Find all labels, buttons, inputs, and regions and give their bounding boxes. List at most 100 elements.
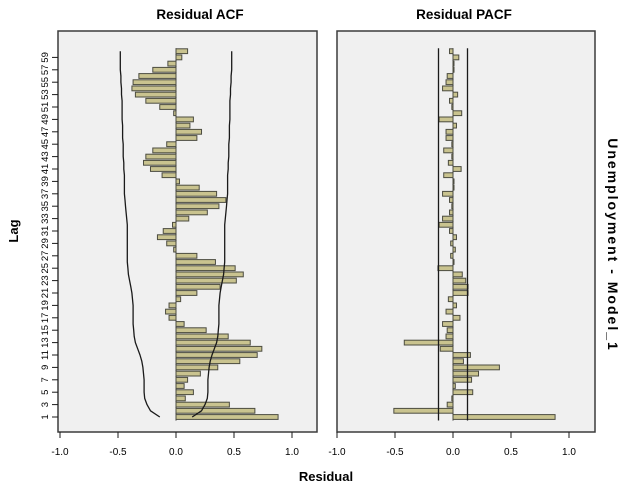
lag-tick-label: 31 (40, 226, 51, 237)
pacf-bar (445, 333, 454, 340)
pacf-bar (451, 153, 454, 160)
lag-tick-label: 55 (40, 77, 51, 88)
acf-bar (175, 333, 229, 340)
lag-tick-label: 37 (40, 189, 51, 200)
pacf-bar (449, 97, 454, 104)
x-tick-label: 1.0 (285, 447, 299, 458)
acf-bar (132, 79, 177, 86)
acf-bar (175, 178, 180, 185)
lag-tick-label: 41 (40, 164, 51, 175)
pacf-bar (439, 345, 454, 352)
lag-tick-label: 27 (40, 251, 51, 262)
lag-tick-label: 7 (40, 377, 51, 382)
lag-tick-label: 29 (40, 238, 51, 249)
pacf-bar (452, 376, 473, 383)
lag-tick-label: 1 (40, 414, 51, 419)
pacf-bar (445, 308, 454, 315)
acf-bar (175, 321, 185, 327)
pacf-bar (452, 370, 480, 377)
acf-bar (152, 147, 177, 154)
lag-tick-label: 17 (40, 313, 51, 324)
acf-bar (138, 73, 177, 79)
acf-bar (168, 302, 177, 309)
y-axis-label: Lag (6, 219, 21, 242)
pacf-bar (403, 339, 454, 346)
pacf-bar (452, 54, 460, 61)
pacf-bar (452, 259, 455, 265)
lag-tick-label: 23 (40, 275, 51, 286)
acf-bar (175, 122, 191, 129)
lag-tick-label: 25 (40, 263, 51, 274)
pacf-bar (452, 166, 462, 172)
acf-bar (175, 389, 194, 396)
pacf-bar (452, 271, 463, 278)
lag-tick-label: 3 (40, 402, 51, 407)
x-tick-label: 0.5 (504, 447, 518, 458)
acf-bar (175, 197, 227, 203)
pacf-bar (446, 327, 454, 334)
pacf-bar (447, 296, 454, 303)
acf-bar (175, 290, 198, 296)
pacf-bar (447, 159, 454, 166)
lag-tick-label: 59 (40, 52, 51, 63)
lag-tick-label: 33 (40, 213, 51, 224)
acf-bar (175, 370, 201, 377)
x-tick-label: 0.5 (227, 447, 241, 458)
acf-bar (162, 228, 177, 234)
acf-bar (175, 364, 219, 371)
pacf-bar (443, 147, 454, 154)
pacf-bar (452, 383, 456, 389)
lag-tick-label: 19 (40, 300, 51, 311)
acf-bar (175, 48, 189, 55)
acf-bar (175, 209, 208, 216)
acf-bar (175, 383, 185, 389)
acf-bar (175, 128, 203, 135)
x-tick-label: 0.0 (446, 447, 460, 458)
pacf-bar (449, 209, 454, 216)
x-tick-label: -0.5 (386, 447, 404, 458)
acf-bar (175, 252, 198, 259)
acf-bar (166, 141, 177, 148)
pacf-bar (449, 48, 454, 55)
pacf-bar (452, 290, 469, 296)
x-axis-label: Residual (299, 469, 353, 484)
acf-bar (172, 221, 177, 228)
pacf-bar (445, 135, 454, 141)
pacf-bar (442, 85, 454, 92)
pacf-panel: -1.0 -0.5 0.0 0.5 1.0 (328, 48, 576, 458)
pacf-bar (438, 221, 454, 228)
lag-tick-label: 15 (40, 325, 51, 336)
pacf-bar (451, 395, 454, 402)
acf-bar (152, 66, 177, 73)
acf-bar (173, 110, 177, 117)
pacf-bar (446, 73, 454, 79)
lag-tick-label: 47 (40, 127, 51, 138)
pacf-bar (452, 352, 471, 358)
pacf-bar (452, 246, 456, 253)
acf-bar (175, 407, 256, 414)
acf-bar (175, 271, 244, 278)
acf-bar (175, 215, 190, 222)
pacf-bar (449, 228, 454, 234)
pacf-bar (450, 240, 454, 247)
pacf-bar (452, 234, 457, 241)
lag-tick-label: 51 (40, 102, 51, 113)
lag-tick-label: 35 (40, 201, 51, 212)
x-tick-label: -1.0 (328, 447, 346, 458)
pacf-bar (452, 283, 469, 290)
pacf-bar (452, 178, 455, 185)
pacf-bar (445, 79, 454, 86)
lag-tick-label: 13 (40, 337, 51, 348)
acf-bar (175, 190, 218, 197)
pacf-bar (451, 203, 454, 210)
acf-bar (175, 135, 198, 141)
lag-tick-label: 21 (40, 288, 51, 299)
acf-bar (131, 85, 177, 92)
lag-tick-label: 9 (40, 365, 51, 370)
pacf-bar (438, 116, 454, 123)
x-tick-label: -0.5 (109, 447, 127, 458)
model-name-label: Unemployment - Model_1 (605, 138, 621, 352)
pacf-bar (446, 401, 454, 408)
acf-bar (149, 166, 177, 172)
